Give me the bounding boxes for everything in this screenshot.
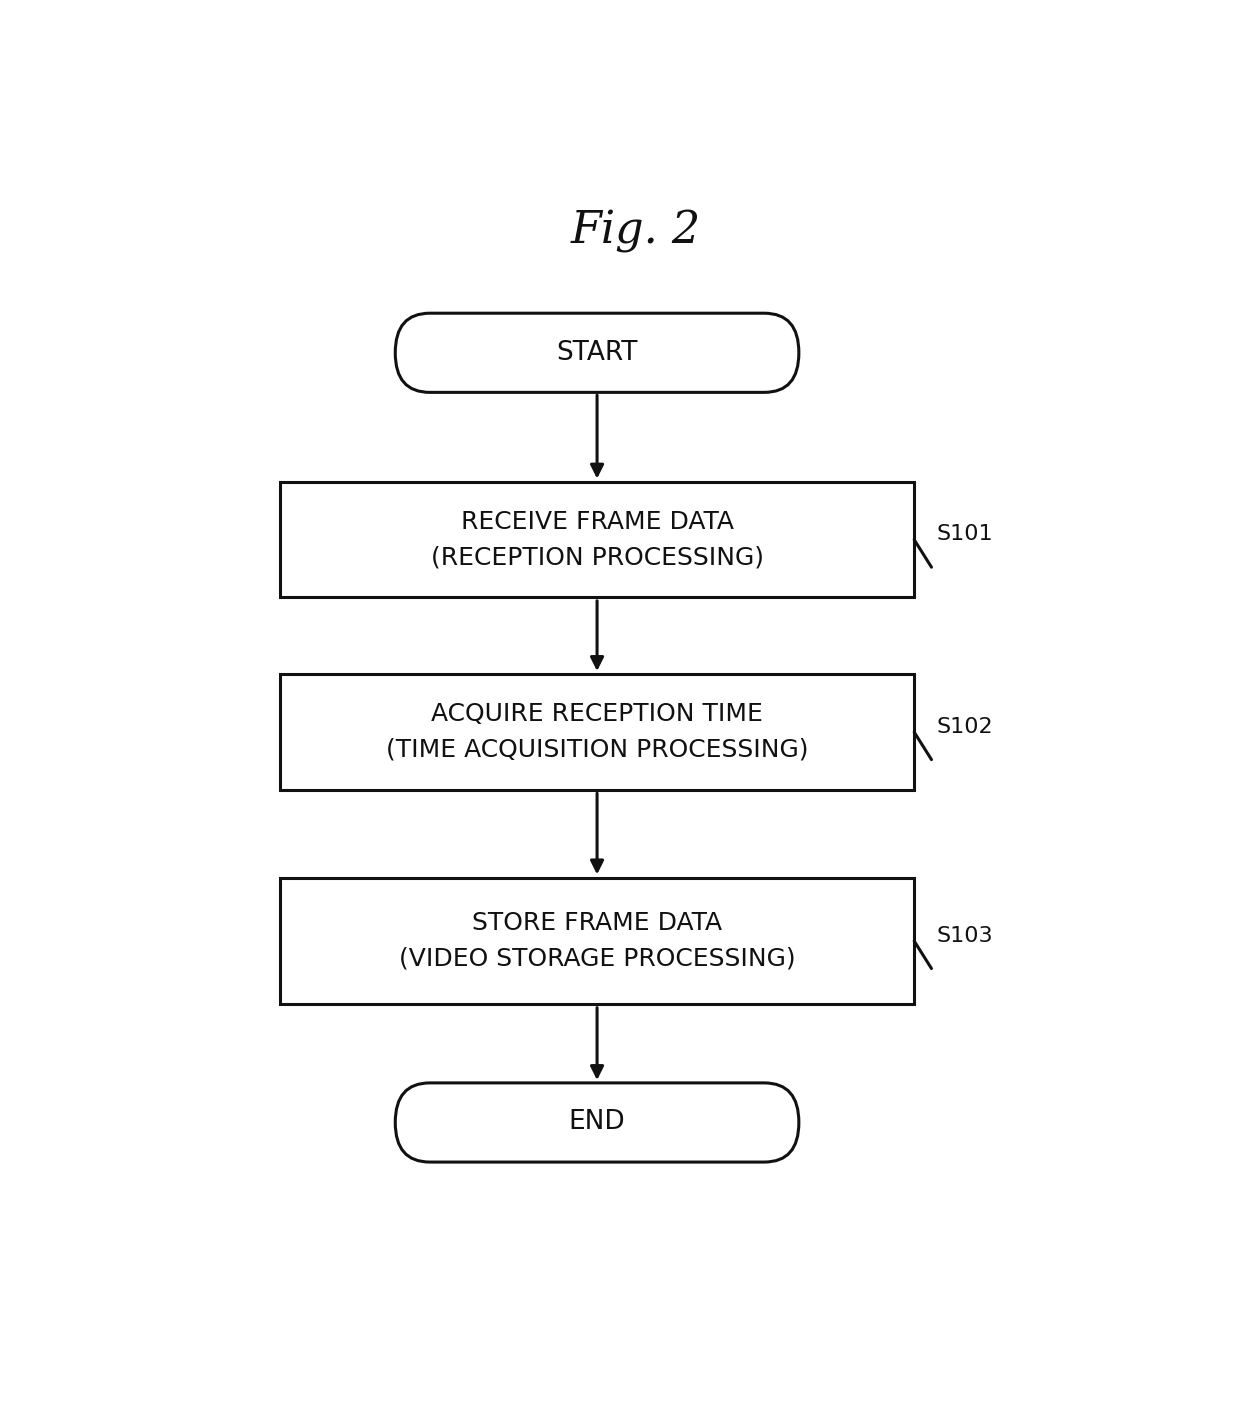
FancyBboxPatch shape — [280, 674, 914, 790]
FancyBboxPatch shape — [280, 483, 914, 597]
FancyBboxPatch shape — [396, 1082, 799, 1162]
Text: S103: S103 — [936, 925, 993, 945]
Text: ACQUIRE RECEPTION TIME
(TIME ACQUISITION PROCESSING): ACQUIRE RECEPTION TIME (TIME ACQUISITION… — [386, 703, 808, 761]
FancyBboxPatch shape — [396, 313, 799, 393]
Text: Fig. 2: Fig. 2 — [570, 210, 701, 253]
Text: STORE FRAME DATA
(VIDEO STORAGE PROCESSING): STORE FRAME DATA (VIDEO STORAGE PROCESSI… — [399, 911, 795, 971]
Text: S102: S102 — [936, 717, 993, 737]
Text: START: START — [557, 340, 637, 366]
Text: S101: S101 — [936, 524, 993, 544]
Text: END: END — [569, 1110, 625, 1135]
Text: RECEIVE FRAME DATA
(RECEPTION PROCESSING): RECEIVE FRAME DATA (RECEPTION PROCESSING… — [430, 510, 764, 570]
FancyBboxPatch shape — [280, 878, 914, 1004]
